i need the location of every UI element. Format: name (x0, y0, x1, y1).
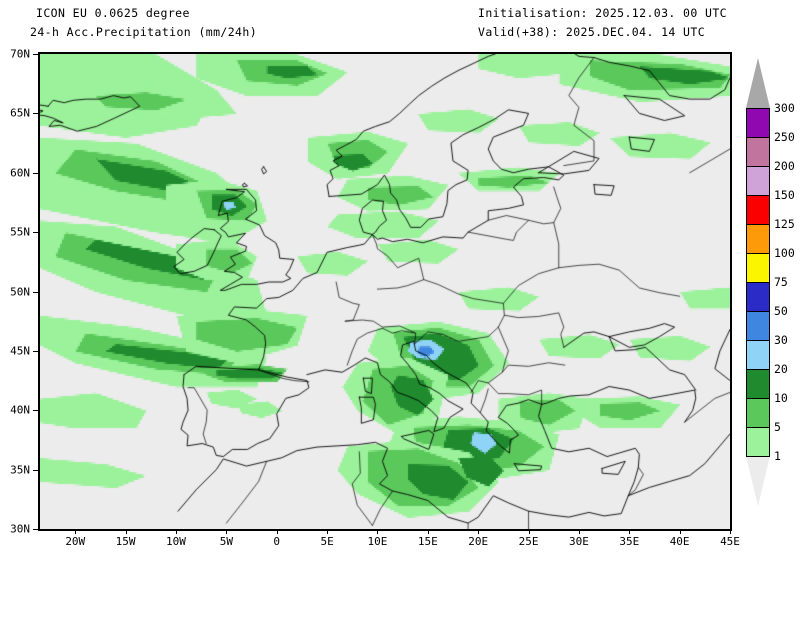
colorbar-cell (746, 398, 770, 427)
colorbar-cell (746, 195, 770, 224)
y-tick (33, 291, 38, 293)
x-tick-label: 5W (219, 535, 233, 548)
colorbar-tick (746, 224, 770, 225)
x-tick-label: 40E (669, 535, 690, 548)
colorbar-label: 75 (774, 275, 788, 289)
colorbar-label: 30 (774, 333, 788, 347)
y-tick-label: 70N (10, 47, 30, 61)
colorbar-tick (746, 311, 770, 312)
x-tick (125, 529, 127, 534)
y-tick-label: 55N (10, 225, 30, 239)
colorbar-label: 100 (774, 246, 795, 260)
colorbar-cell (746, 108, 770, 137)
y-tick-label: 50N (10, 285, 30, 298)
colorbar-label: 125 (774, 217, 795, 231)
colorbar-tick (746, 369, 770, 370)
x-tick-label: 30E (568, 535, 589, 548)
field-title: 24-h Acc.Precipitation (mm/24h) (30, 25, 258, 39)
colorbar-label: 250 (774, 130, 795, 144)
y-tick-label: 30N (10, 522, 30, 536)
colorbar-label: 300 (774, 101, 795, 115)
colorbar-cell (746, 224, 770, 253)
colorbar-tick (746, 253, 770, 254)
colorbar-tick (746, 166, 770, 167)
x-tick (528, 529, 530, 534)
x-tick-label: 5E (320, 535, 334, 548)
x-tick (578, 529, 580, 534)
colorbar-cell (746, 369, 770, 398)
colorbar-cell (746, 137, 770, 166)
colorbar-tick (746, 427, 770, 428)
colorbar-under-arrow (746, 456, 770, 506)
valid-time: Valid(+38): 2025.DEC.04. 14 UTC (478, 25, 706, 39)
x-tick (276, 529, 278, 534)
x-tick (427, 529, 429, 534)
y-tick (33, 529, 38, 530)
x-tick-label: 20W (65, 535, 86, 548)
colorbar-label: 50 (774, 304, 788, 318)
x-tick (75, 529, 77, 534)
x-tick (679, 529, 681, 534)
y-tick (33, 113, 38, 115)
colorbar-tick (746, 282, 770, 283)
colorbar-tick (746, 398, 770, 399)
x-tick-label: 15W (115, 535, 136, 548)
initialisation-time: Initialisation: 2025.12.03. 00 UTC (478, 6, 728, 20)
colorbar-cell (746, 282, 770, 311)
x-tick-label: 10E (367, 535, 388, 548)
colorbar-tick (746, 108, 770, 109)
x-tick-label: 10W (166, 535, 186, 548)
x-tick (327, 529, 329, 534)
colorbar-tick (746, 340, 770, 341)
colorbar-cell (746, 253, 770, 282)
colorbar-tick (746, 137, 770, 138)
y-tick (33, 469, 38, 471)
colorbar-cell (746, 166, 770, 195)
y-tick (33, 232, 38, 234)
x-tick (226, 529, 228, 534)
model-title: ICON EU 0.0625 degree (36, 6, 190, 20)
colorbar-label: 1 (774, 449, 781, 463)
y-tick (33, 54, 38, 55)
colorbar-label: 5 (774, 420, 781, 434)
y-tick (33, 350, 38, 352)
y-tick-label: 60N (10, 166, 30, 180)
y-tick-label: 40N (10, 403, 30, 417)
x-tick (478, 529, 480, 534)
y-tick-label: 45N (10, 344, 30, 358)
x-tick-label: 15E (417, 535, 438, 548)
precipitation-map[interactable] (38, 52, 732, 531)
precipitation-colorbar (746, 108, 770, 456)
x-tick-label: 35E (619, 535, 640, 548)
colorbar-label: 10 (774, 391, 788, 405)
x-tick-label: 25E (518, 535, 539, 548)
colorbar-tick (746, 195, 770, 196)
x-tick (629, 529, 631, 534)
colorbar-label: 20 (774, 362, 788, 376)
x-tick-label: 0 (273, 535, 281, 548)
colorbar-cell (746, 427, 770, 456)
x-tick-label: 20E (468, 535, 489, 548)
colorbar-tick (746, 456, 770, 457)
colorbar-cell (746, 340, 770, 369)
y-tick-label: 35N (10, 463, 30, 477)
y-tick (33, 172, 38, 174)
x-tick (730, 529, 731, 534)
x-tick (377, 529, 379, 534)
map-raster (40, 54, 730, 529)
x-tick-label: 45E (720, 535, 740, 548)
x-tick (175, 529, 177, 534)
colorbar-over-arrow (746, 58, 770, 108)
y-tick-label: 65N (10, 106, 30, 120)
y-tick (33, 410, 38, 412)
colorbar-label: 200 (774, 159, 795, 173)
colorbar-label: 150 (774, 188, 795, 202)
colorbar-cell (746, 311, 770, 340)
